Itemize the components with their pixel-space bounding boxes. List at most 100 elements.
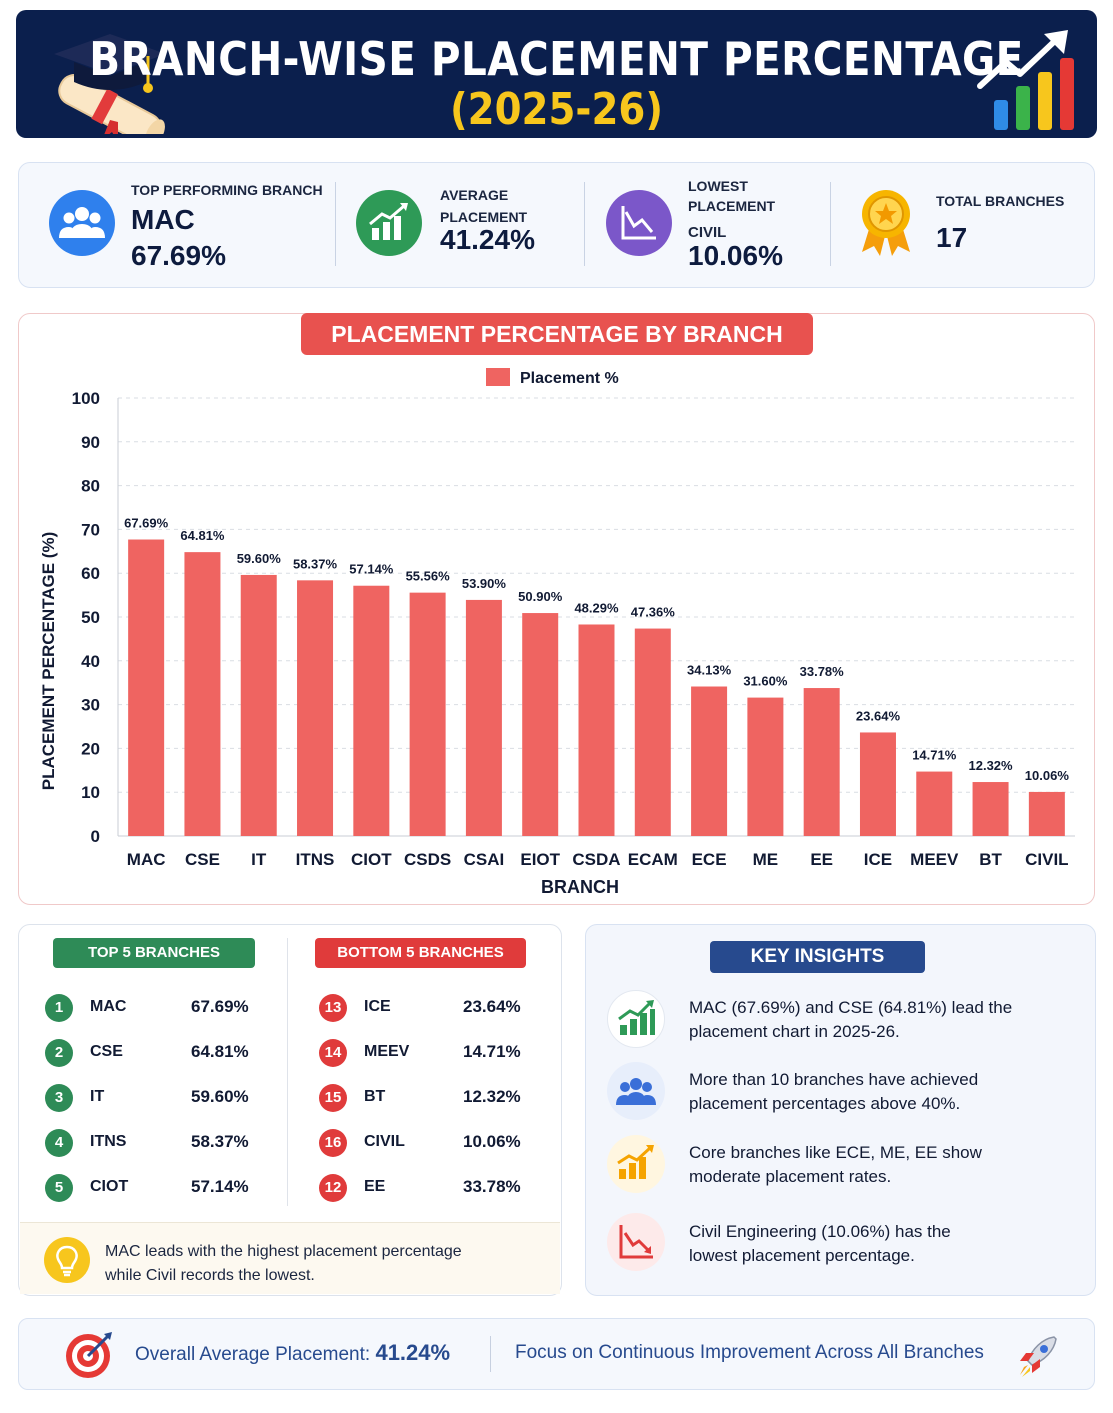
top5-rank-badge: 3 bbox=[45, 1084, 73, 1112]
data-label: 58.37% bbox=[293, 556, 338, 571]
bottom5-rank-badge: 12 bbox=[319, 1174, 347, 1202]
data-label: 64.81% bbox=[180, 528, 225, 543]
x-tick-label: CIVIL bbox=[1025, 850, 1068, 869]
x-tick-label: CSAI bbox=[464, 850, 505, 869]
header-title: BRANCH-WISE PLACEMENT PERCENTAGE bbox=[89, 32, 1024, 86]
insight-3: Core branches like ECE, ME, EE show mode… bbox=[689, 1141, 1069, 1189]
bar-bt bbox=[972, 782, 1009, 836]
y-tick-label: 0 bbox=[91, 827, 100, 846]
bar-chart: 0 10 20 30 40 50 60 70 80 90 100 Placement % 67.69% M… bbox=[39, 368, 1075, 897]
bottom5-rank-badge: 15 bbox=[319, 1084, 347, 1112]
data-label: 57.14% bbox=[349, 562, 394, 577]
bar-mac bbox=[128, 539, 165, 836]
bottom5-title: BOTTOM 5 BRANCHES bbox=[315, 938, 526, 968]
x-tick-label: ICE bbox=[864, 850, 892, 869]
data-label: 31.60% bbox=[743, 674, 788, 689]
kpi-total-label: TOTAL BRANCHES bbox=[936, 193, 1065, 209]
x-tick-label: CIOT bbox=[351, 850, 392, 869]
footer-average: Overall Average Placement: 41.24% bbox=[135, 1340, 450, 1366]
data-label: 53.90% bbox=[462, 576, 507, 591]
kpi-total-value: 17 bbox=[936, 222, 968, 253]
top5-branch-name: CSE bbox=[90, 1043, 123, 1060]
kpi-lowest-label-1: LOWEST bbox=[688, 178, 748, 194]
x-tick-label: CSDS bbox=[404, 850, 451, 869]
bottom5-branch-value: 10.06% bbox=[463, 1132, 521, 1151]
kpi-divider bbox=[830, 182, 831, 266]
data-label: 67.69% bbox=[124, 516, 169, 531]
data-label: 33.78% bbox=[800, 664, 845, 679]
y-tick-label: 80 bbox=[81, 477, 100, 496]
lightbulb-icon bbox=[44, 1237, 90, 1283]
decline-chart-icon bbox=[606, 190, 672, 256]
note-text: MAC leads with the highest placement per… bbox=[105, 1240, 525, 1288]
bar-meev bbox=[916, 771, 953, 836]
panel-divider bbox=[287, 938, 288, 1206]
kpi-top-value: 67.69% bbox=[131, 240, 226, 271]
top5-branch-name: ITNS bbox=[90, 1133, 127, 1150]
insights-title: KEY INSIGHTS bbox=[710, 941, 925, 973]
bottom5-branch-name: EE bbox=[364, 1178, 386, 1195]
bar-csda bbox=[578, 624, 615, 836]
kpi-divider bbox=[584, 182, 585, 266]
top5-rank-badge: 1 bbox=[45, 994, 73, 1022]
top5-branch-value: 64.81% bbox=[191, 1042, 249, 1061]
insight-1-line-2: placement chart in 2025-26. bbox=[689, 1022, 900, 1041]
data-label: 34.13% bbox=[687, 663, 732, 678]
bar-ee bbox=[803, 688, 840, 836]
bottom5-branch-value: 14.71% bbox=[463, 1042, 521, 1061]
top5-rank-badge: 5 bbox=[45, 1174, 73, 1202]
people-group-icon bbox=[49, 190, 115, 256]
insight-3-line-2: moderate placement rates. bbox=[689, 1167, 892, 1186]
bar-csai bbox=[465, 599, 502, 836]
insight-1: MAC (67.69%) and CSE (64.81%) lead the p… bbox=[689, 996, 1069, 1044]
target-icon bbox=[66, 1332, 112, 1378]
rocket-icon bbox=[1020, 1336, 1057, 1377]
growth-chart-icon bbox=[607, 990, 665, 1048]
kpi-lowest-name: CIVIL bbox=[688, 224, 727, 241]
x-axis-title: BRANCH bbox=[541, 877, 619, 897]
top5-title: TOP 5 BRANCHES bbox=[53, 938, 255, 968]
y-tick-label: 50 bbox=[81, 608, 100, 627]
bottom5-branch-value: 23.64% bbox=[463, 997, 521, 1016]
bottom5-rank-badge: 13 bbox=[319, 994, 347, 1022]
top5-branch-value: 58.37% bbox=[191, 1132, 249, 1151]
legend-label: Placement % bbox=[520, 370, 619, 387]
bar-ecam bbox=[634, 628, 671, 836]
top5-branch-name: IT bbox=[90, 1088, 105, 1105]
bar-ice bbox=[859, 732, 896, 836]
x-tick-label: EIOT bbox=[520, 850, 560, 869]
x-tick-label: ECAM bbox=[628, 850, 678, 869]
y-axis-title: PLACEMENT PERCENTAGE (%) bbox=[39, 532, 58, 790]
insight-1-line-1: MAC (67.69%) and CSE (64.81%) lead the bbox=[689, 998, 1013, 1017]
note-line-2: while Civil records the lowest. bbox=[105, 1267, 315, 1284]
top5-branch-value: 59.60% bbox=[191, 1087, 249, 1106]
x-tick-label: MEEV bbox=[910, 850, 959, 869]
award-medal-icon bbox=[862, 190, 910, 256]
bottom5-branch-value: 12.32% bbox=[463, 1087, 521, 1106]
bottom5-rank-badge: 16 bbox=[319, 1129, 347, 1157]
bar-itns bbox=[297, 580, 334, 836]
insight-2-line-2: placement percentages above 40%. bbox=[689, 1094, 961, 1113]
bottom5-branch-name: CIVIL bbox=[364, 1133, 405, 1150]
x-tick-label: EE bbox=[810, 850, 833, 869]
bar-me bbox=[747, 697, 784, 836]
insight-4: Civil Engineering (10.06%) has the lowes… bbox=[689, 1220, 1069, 1268]
x-tick-label: CSDA bbox=[572, 850, 620, 869]
x-tick-label: CSE bbox=[185, 850, 220, 869]
insight-4-line-2: lowest placement percentage. bbox=[689, 1246, 915, 1265]
top5-rank-badge: 4 bbox=[45, 1129, 73, 1157]
y-tick-label: 40 bbox=[81, 652, 100, 671]
footer-bar bbox=[18, 1318, 1095, 1390]
kpi-average-value: 41.24% bbox=[440, 224, 535, 255]
data-label: 14.71% bbox=[912, 748, 957, 763]
bar-ece bbox=[691, 686, 728, 836]
x-tick-label: BT bbox=[979, 850, 1002, 869]
kpi-strip bbox=[18, 162, 1095, 288]
footer-average-label: Overall Average Placement: bbox=[135, 1344, 376, 1365]
kpi-top-label: TOP PERFORMING BRANCH bbox=[131, 182, 323, 198]
bar-csds bbox=[409, 592, 446, 836]
header-subtitle: (2025-26) bbox=[449, 84, 664, 135]
bar-ciot bbox=[353, 585, 390, 836]
x-tick-label: MAC bbox=[127, 850, 166, 869]
top5-rank-badge: 2 bbox=[45, 1039, 73, 1067]
